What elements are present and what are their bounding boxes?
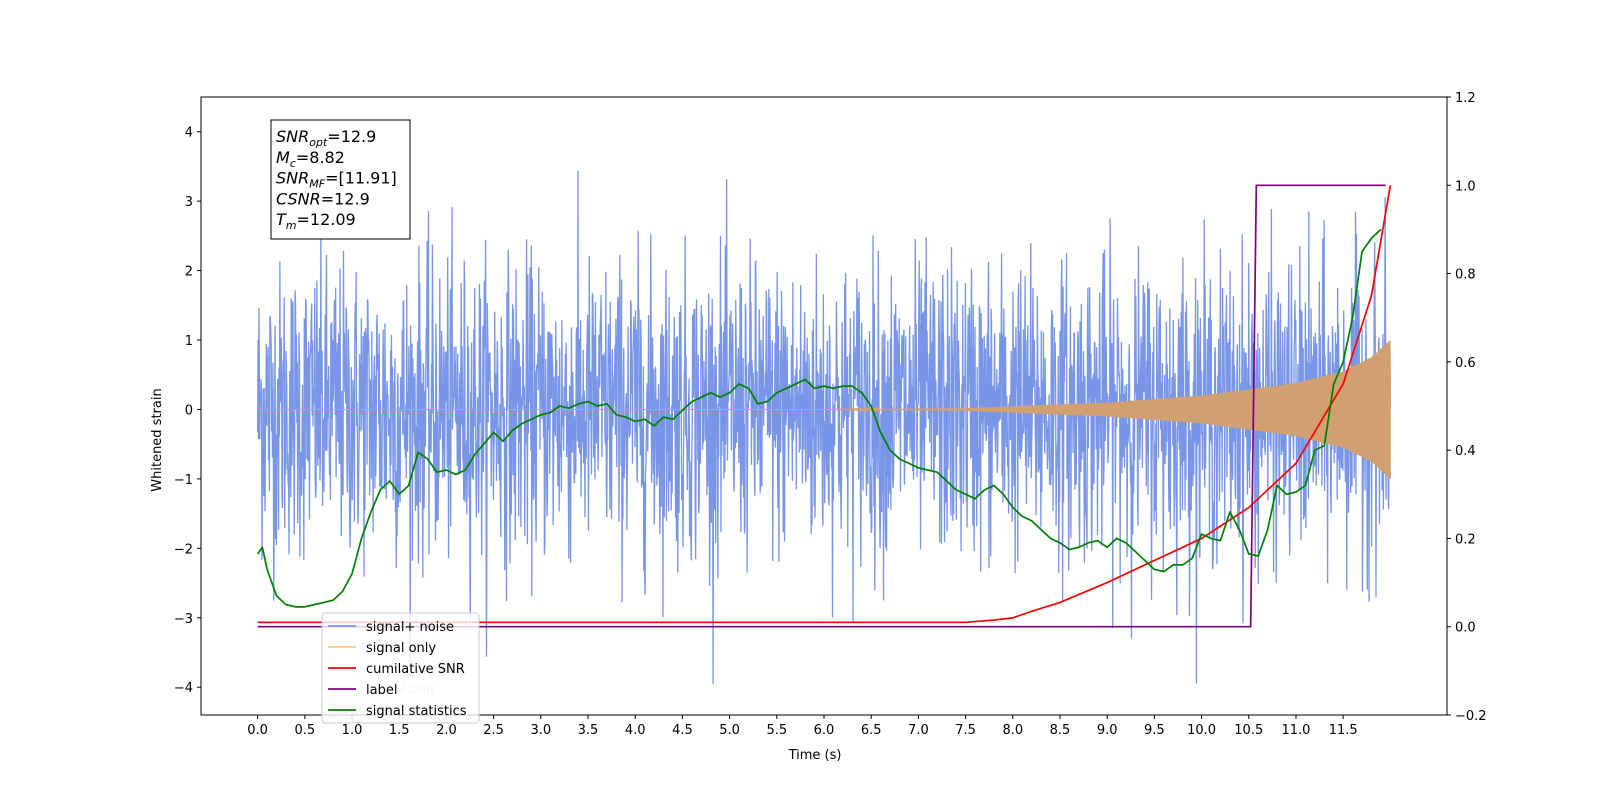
y-tick-label-right: 0.6 bbox=[1455, 356, 1476, 371]
y-tick-label-right: 1.2 bbox=[1455, 91, 1476, 106]
x-tick-label: 1.5 bbox=[389, 723, 410, 738]
y-tick-label-left: −4 bbox=[174, 681, 193, 696]
x-tick-label: 7.5 bbox=[955, 723, 976, 738]
y-tick-label-left: −1 bbox=[174, 473, 193, 488]
series-signal-statistics bbox=[256, 228, 1382, 608]
x-tick-label: 4.0 bbox=[625, 723, 646, 738]
legend-label: signal only bbox=[366, 641, 436, 656]
legend-label: signal+ noise bbox=[366, 620, 454, 635]
info-box-line: Tm=12.09 bbox=[276, 210, 356, 232]
x-tick-label: 3.0 bbox=[530, 723, 551, 738]
x-tick-label: 2.5 bbox=[483, 723, 504, 738]
x-tick-label: 5.0 bbox=[719, 723, 740, 738]
legend-label: signal statistics bbox=[366, 704, 467, 719]
x-tick-label: 3.5 bbox=[578, 723, 599, 738]
series-signal-only bbox=[257, 340, 1391, 479]
y-tick-label-left: −3 bbox=[174, 612, 193, 627]
y-tick-label-right: 1.0 bbox=[1455, 179, 1476, 194]
series-signal-noise bbox=[256, 170, 1392, 684]
x-tick-label: 7.0 bbox=[908, 723, 929, 738]
x-tick-label: 9.0 bbox=[1097, 723, 1118, 738]
y-tick-label-left: −2 bbox=[174, 542, 193, 557]
series-label bbox=[257, 184, 1386, 628]
y-tick-label-right: −0.2 bbox=[1455, 709, 1487, 724]
x-tick-label: 4.5 bbox=[672, 723, 693, 738]
x-tick-label: 6.5 bbox=[861, 723, 882, 738]
x-tick-label: 5.5 bbox=[766, 723, 787, 738]
info-box: SNRopt=12.9Mc=8.82SNRMF=[11.91]CSNR=12.9… bbox=[270, 119, 411, 240]
x-tick-label: 1.0 bbox=[342, 723, 363, 738]
plot-area bbox=[256, 170, 1392, 684]
x-tick-label: 0.0 bbox=[247, 723, 268, 738]
y-tick-label-left: 1 bbox=[185, 334, 193, 349]
y-tick-label-left: 0 bbox=[185, 403, 193, 418]
info-box-line: Mc=8.82 bbox=[276, 148, 345, 170]
legend-label: label bbox=[366, 683, 397, 698]
info-box-frame bbox=[270, 119, 411, 240]
info-box-line: CSNR=12.9 bbox=[276, 189, 370, 208]
y-tick-label-left: 3 bbox=[185, 195, 193, 210]
info-box-line: SNRopt=12.9 bbox=[276, 127, 376, 149]
legend-label: cumilative SNR bbox=[366, 662, 465, 677]
y-tick-label-right: 0.0 bbox=[1455, 621, 1476, 636]
y-tick-label-right: 0.2 bbox=[1455, 532, 1476, 547]
x-axis-label: Time (s) bbox=[788, 748, 842, 763]
y-tick-label-left: 4 bbox=[185, 126, 193, 141]
x-tick-label: 11.0 bbox=[1281, 723, 1310, 738]
x-tick-label: 10.0 bbox=[1187, 723, 1216, 738]
series-cumilative-snr bbox=[257, 185, 1392, 624]
y-tick-label-left: 2 bbox=[185, 265, 193, 280]
x-tick-label: 6.0 bbox=[814, 723, 835, 738]
x-tick-label: 2.0 bbox=[436, 723, 457, 738]
legend-frame bbox=[321, 612, 480, 724]
info-box-line: SNRMF=[11.91] bbox=[276, 169, 397, 191]
y-tick-label-right: 0.8 bbox=[1455, 268, 1476, 283]
y-axis-label: Whitened strain bbox=[150, 388, 165, 491]
x-tick-label: 9.5 bbox=[1144, 723, 1165, 738]
y-tick-label-right: 0.4 bbox=[1455, 444, 1476, 459]
axes: 0.0 0.5 1.0 1.5 2.0 2.5 3.0 3.5 4.0 4.5 5.0 5.5 6.0 6… bbox=[174, 91, 1487, 738]
x-tick-label: 11.5 bbox=[1329, 723, 1358, 738]
x-tick-label: 10.5 bbox=[1234, 723, 1263, 738]
x-tick-label: 0.5 bbox=[294, 723, 315, 738]
x-tick-label: 8.0 bbox=[1002, 723, 1023, 738]
x-tick-label: 8.5 bbox=[1050, 723, 1071, 738]
